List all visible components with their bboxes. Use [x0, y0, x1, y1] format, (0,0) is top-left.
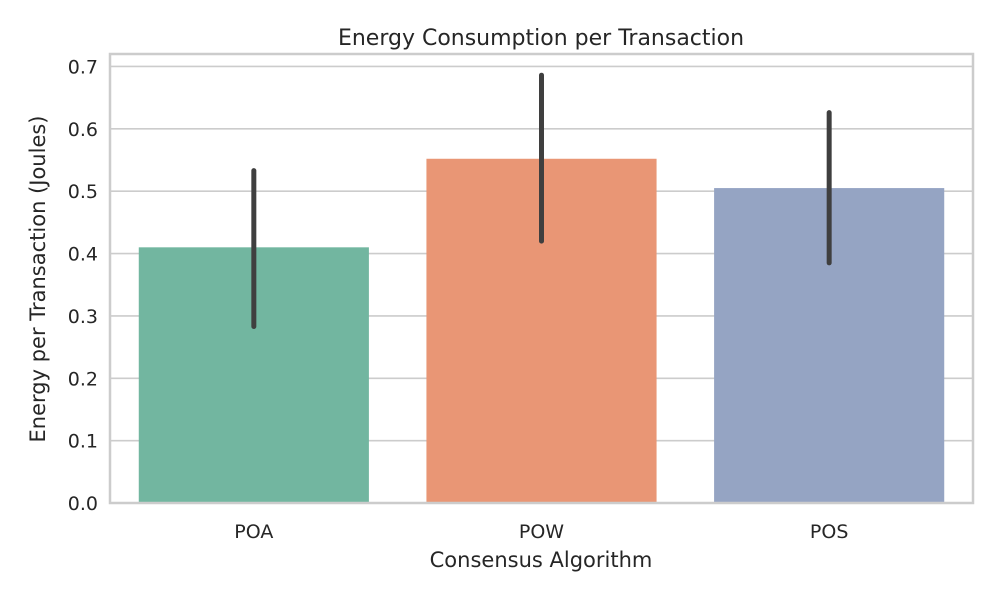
bars: [138, 158, 945, 503]
y-tick-label: 0.4: [68, 244, 98, 266]
x-tick-labels: POA POW POS: [234, 521, 848, 543]
y-tick-labels: 0.0 0.1 0.2 0.3 0.4 0.5 0.6 0.7: [68, 56, 98, 515]
plot-frame: [108, 52, 975, 505]
chart-title: Energy Consumption per Transaction: [338, 26, 744, 51]
y-tick-label: 0.0: [68, 493, 98, 515]
y-tick-label: 0.6: [68, 119, 98, 141]
y-tick-label: 0.3: [68, 306, 98, 328]
error-bars: [251, 72, 832, 330]
y-tick-label: 0.5: [68, 181, 98, 203]
y-tick-label: 0.2: [68, 368, 98, 390]
y-axis-label: Energy per Transaction (Joules): [26, 116, 50, 443]
x-axis-label: Consensus Algorithm: [430, 548, 653, 572]
y-tick-label: 0.7: [68, 56, 98, 78]
x-tick-label: POA: [234, 521, 273, 543]
y-tick-label: 0.1: [68, 431, 98, 453]
x-tick-label: POW: [519, 521, 564, 543]
x-tick-label: POS: [810, 521, 848, 543]
